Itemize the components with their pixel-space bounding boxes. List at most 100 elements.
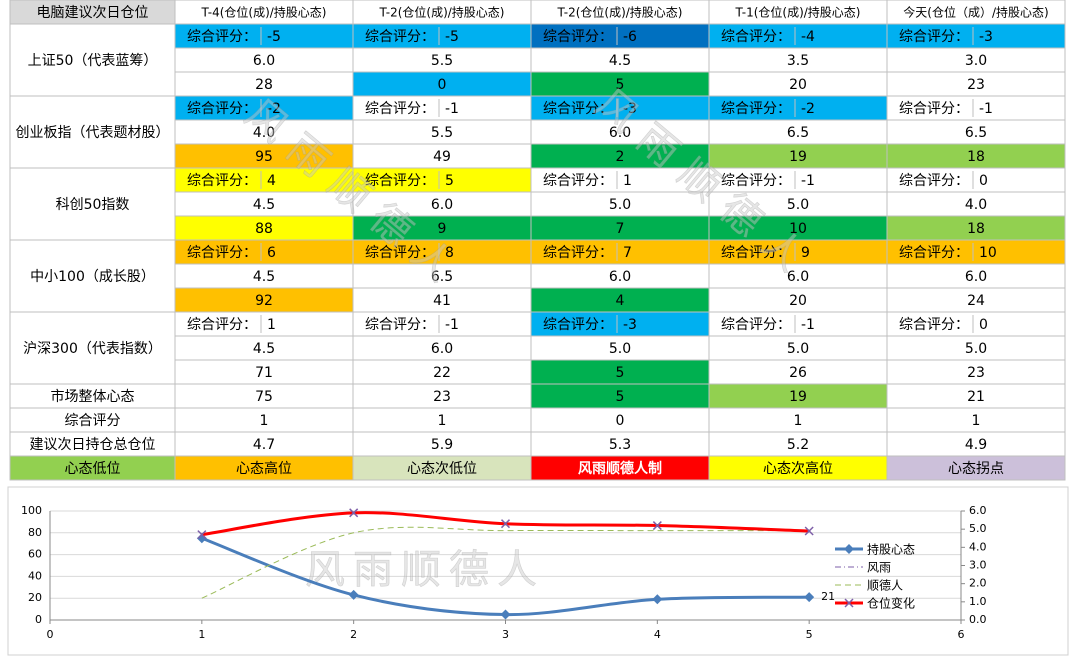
position-value: 4.5 bbox=[253, 341, 275, 357]
legend-label: 风雨 bbox=[867, 561, 891, 575]
mood-value: 18 bbox=[967, 149, 985, 165]
score-cell bbox=[886, 239, 1066, 265]
point bbox=[804, 526, 814, 536]
mood-cell bbox=[174, 143, 354, 169]
position-value: 3.0 bbox=[965, 53, 987, 69]
mood-value: 5 bbox=[616, 77, 625, 93]
score-value: -3 bbox=[979, 29, 993, 45]
mood-value: 23 bbox=[967, 365, 985, 381]
y-tick-label: 80 bbox=[28, 526, 42, 539]
header-cell bbox=[352, 0, 532, 25]
mood-cell bbox=[530, 215, 710, 241]
score-value: -1 bbox=[801, 317, 815, 333]
mood-value: 28 bbox=[255, 77, 273, 93]
mood-cell bbox=[886, 143, 1066, 169]
y-tick-label: 60 bbox=[28, 548, 42, 561]
legend-label: 心态拐点 bbox=[948, 461, 1004, 477]
score-label: 综合评分： bbox=[543, 317, 613, 333]
score-cell bbox=[174, 23, 354, 49]
position-value: 4.5 bbox=[609, 53, 631, 69]
data-label: 21 bbox=[821, 590, 835, 603]
mood-cell bbox=[708, 71, 888, 97]
summary-cell bbox=[352, 383, 532, 409]
point bbox=[804, 592, 815, 603]
position-value: 6.5 bbox=[787, 125, 809, 141]
score-label: 综合评分： bbox=[899, 173, 969, 189]
score-label: 综合评分： bbox=[899, 317, 969, 333]
point bbox=[652, 521, 662, 531]
position-value: 5.0 bbox=[609, 341, 631, 357]
point bbox=[500, 519, 511, 529]
position-cell bbox=[530, 335, 710, 361]
score-cell bbox=[708, 167, 888, 193]
mood-cell bbox=[530, 359, 710, 385]
summary-name: 市场整体心态 bbox=[51, 388, 135, 405]
position-value: 5.0 bbox=[965, 341, 987, 357]
score-label: 综合评分： bbox=[187, 101, 257, 117]
mood-cell bbox=[708, 143, 888, 169]
header-cell bbox=[886, 0, 1066, 25]
score-label: 综合评分： bbox=[365, 245, 435, 261]
y2-tick-label: 4.0 bbox=[969, 540, 987, 553]
summary-cell bbox=[530, 431, 710, 457]
point-stroke bbox=[804, 526, 814, 536]
mood-value: 5 bbox=[616, 365, 625, 381]
legend-cell bbox=[708, 455, 888, 481]
mood-value: 71 bbox=[255, 365, 273, 381]
section-name: 科创50指数 bbox=[56, 197, 130, 213]
legend-label: 持股心态 bbox=[867, 542, 915, 557]
section-name: 上证50（代表蓝筹） bbox=[28, 52, 158, 69]
position-cell bbox=[886, 335, 1066, 361]
point-stroke bbox=[197, 530, 207, 540]
summary-value: 1 bbox=[260, 413, 269, 429]
header-text: T-1(仓位(成)/持股心态) bbox=[735, 5, 861, 20]
score-cell bbox=[174, 95, 354, 121]
label-cell bbox=[9, 383, 176, 409]
section-name: 沪深300（代表指数） bbox=[23, 341, 162, 357]
legend-label: 心态低位 bbox=[65, 461, 121, 477]
y2-tick-label: 2.0 bbox=[969, 577, 987, 590]
summary-cell bbox=[708, 407, 888, 433]
position-cell bbox=[530, 47, 710, 73]
score-value: 1 bbox=[267, 317, 276, 333]
mood-value: 20 bbox=[789, 293, 807, 309]
legend-marker bbox=[844, 598, 854, 608]
mood-value: 2 bbox=[616, 149, 625, 165]
score-cell bbox=[352, 239, 532, 265]
score-value: -1 bbox=[445, 317, 459, 333]
legend-cell bbox=[9, 455, 176, 481]
score-label: 综合评分： bbox=[543, 173, 613, 189]
watermark: 风雨顺德人 bbox=[305, 547, 545, 593]
position-value: 6.0 bbox=[253, 53, 275, 69]
mood-value: 88 bbox=[255, 221, 273, 237]
position-cell bbox=[886, 47, 1066, 73]
score-value: 10 bbox=[979, 245, 997, 261]
mood-cell bbox=[352, 215, 532, 241]
header-text: T-2(仓位(成)/持股心态) bbox=[557, 5, 683, 20]
summary-value: 5.2 bbox=[787, 437, 809, 453]
position-value: 6.5 bbox=[965, 125, 987, 141]
score-label: 综合评分： bbox=[187, 245, 257, 261]
score-label: 综合评分： bbox=[721, 245, 791, 261]
label-cell bbox=[9, 311, 176, 385]
position-value: 6.0 bbox=[787, 269, 809, 285]
score-value: -3 bbox=[623, 317, 637, 333]
x-tick-label: 3 bbox=[502, 628, 509, 641]
score-label: 综合评分： bbox=[543, 245, 613, 261]
position-value: 6.5 bbox=[431, 269, 453, 285]
summary-cell bbox=[530, 407, 710, 433]
score-value: -4 bbox=[801, 29, 815, 45]
score-cell bbox=[708, 23, 888, 49]
chart-frame bbox=[7, 486, 1069, 656]
mood-cell bbox=[530, 287, 710, 313]
point bbox=[349, 508, 359, 518]
header-text: 电脑建议次日仓位 bbox=[37, 5, 149, 21]
mood-cell bbox=[708, 287, 888, 313]
mood-cell bbox=[886, 359, 1066, 385]
score-value: 0 bbox=[979, 317, 988, 333]
legend-label: 心态次高位 bbox=[763, 460, 833, 477]
y2-tick-label: 5.0 bbox=[969, 522, 987, 535]
summary-value: 21 bbox=[967, 389, 985, 405]
score-label: 综合评分： bbox=[543, 29, 613, 45]
